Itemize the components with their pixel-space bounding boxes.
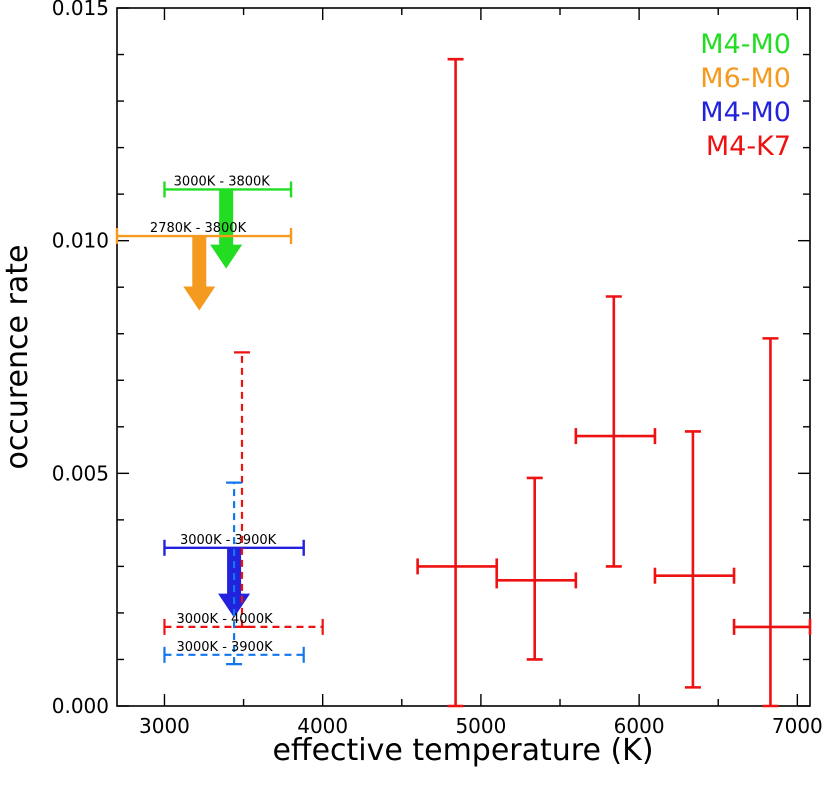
data-point bbox=[732, 337, 812, 708]
upper-limit-arrow bbox=[210, 189, 243, 269]
data-point bbox=[416, 57, 499, 708]
upper-limit-green: 3000K - 3800K bbox=[163, 174, 293, 269]
legend-entry: M4-M0 bbox=[700, 97, 791, 128]
y-tick-label: 0.010 bbox=[52, 229, 109, 253]
x-tick-label: 3000 bbox=[139, 714, 190, 738]
y-tick-label: 0.000 bbox=[52, 694, 109, 718]
upper-limit-orange: 2780K - 3800K bbox=[115, 221, 293, 311]
x-tick-label: 4000 bbox=[297, 714, 348, 738]
legend-entry: M4-K7 bbox=[706, 131, 791, 162]
data-point bbox=[653, 430, 736, 689]
x-axis-title: effective temperature (K) bbox=[272, 733, 653, 768]
upper-limit-range-label: 3000K - 3900K bbox=[180, 533, 277, 548]
y-tick-label: 0.015 bbox=[52, 0, 109, 20]
y-axis-title: occurence rate bbox=[0, 245, 35, 470]
dashed-range-label: 3000K - 4000K bbox=[176, 612, 273, 627]
x-tick-label: 5000 bbox=[455, 714, 506, 738]
x-tick-label: 6000 bbox=[614, 714, 665, 738]
dashed-point-red-dashed: 3000K - 4000K bbox=[163, 351, 324, 635]
data-point bbox=[574, 295, 657, 568]
data-point bbox=[495, 476, 578, 661]
x-tick-label: 7000 bbox=[772, 714, 823, 738]
upper-limit-range-label: 2780K - 3800K bbox=[150, 221, 247, 236]
dashed-point-lightblue-dashed: 3000K - 3900K bbox=[163, 481, 305, 666]
upper-limit-arrow bbox=[218, 547, 251, 618]
upper-limit-range-label: 3000K - 3800K bbox=[174, 174, 271, 189]
legend-entry: M4-M0 bbox=[700, 29, 791, 60]
y-tick-label: 0.005 bbox=[52, 461, 109, 485]
legend-entry: M6-M0 bbox=[700, 63, 791, 94]
upper-limit-arrow bbox=[183, 236, 216, 311]
dashed-range-label: 3000K - 3900K bbox=[176, 640, 273, 655]
